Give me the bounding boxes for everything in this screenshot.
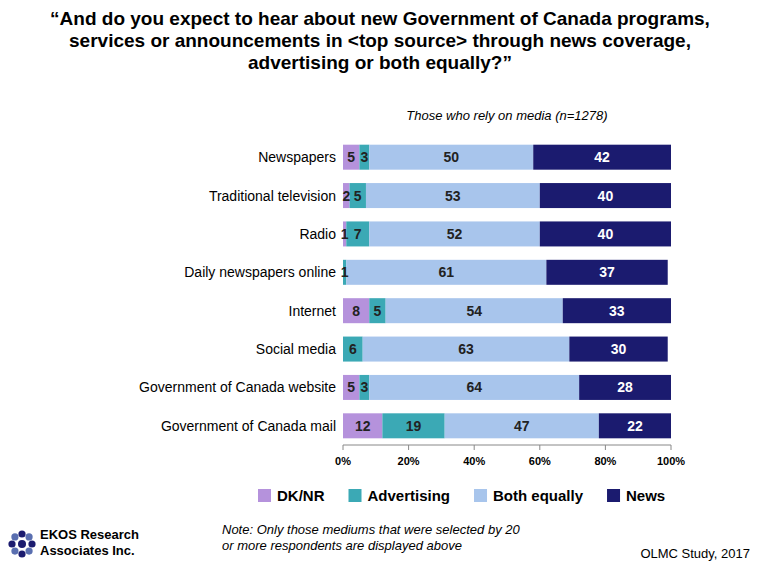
x-tick	[474, 445, 475, 450]
data-label: 5	[374, 303, 382, 319]
source: EKOS Research Associates Inc.	[40, 527, 150, 559]
footer: OLMC Study, 2017	[640, 546, 750, 561]
bar-segment	[563, 298, 671, 323]
bars	[343, 145, 671, 439]
x-tick	[343, 445, 344, 450]
data-label: 28	[617, 379, 633, 395]
x-tick	[408, 445, 409, 450]
bar-segment	[343, 375, 359, 400]
bar-segment	[343, 337, 363, 362]
data-label: 1	[341, 264, 349, 280]
bar-segment	[346, 260, 546, 285]
bar-segment	[350, 183, 366, 208]
note: Note: Only those mediums that were selec…	[222, 522, 532, 554]
bar-segment	[369, 375, 579, 400]
data-label: 54	[466, 303, 482, 319]
x-tick	[539, 445, 540, 450]
x-tick-label: 40%	[463, 455, 485, 467]
legend-label: DK/NR	[277, 487, 325, 504]
legend-swatch	[349, 489, 362, 502]
subtitle: Those who rely on media (n=1278)	[406, 108, 607, 123]
category-label: Newspapers	[258, 149, 336, 165]
legend-label: Both equally	[493, 487, 584, 504]
data-label: 1	[341, 226, 349, 242]
bar-segment	[366, 183, 540, 208]
category-label: Daily newspapers online	[184, 264, 336, 280]
bar-segment	[359, 145, 369, 170]
bar-segment	[579, 375, 671, 400]
data-label: 5	[347, 149, 355, 165]
data-label: 8	[352, 303, 360, 319]
data-label: 30	[611, 341, 627, 357]
chart-title: “And do you expect to hear about new Gov…	[20, 8, 740, 74]
data-label: 2	[342, 188, 350, 204]
data-label: 19	[406, 418, 422, 434]
bar-segment	[369, 298, 385, 323]
bar-segment	[343, 298, 369, 323]
logo	[8, 530, 35, 557]
data-labels: 5350422553401752401613785543366330536428…	[341, 149, 643, 434]
data-label: 63	[458, 341, 474, 357]
bar-segment	[359, 375, 369, 400]
bar-segment	[599, 413, 671, 438]
legend-swatch	[607, 489, 620, 502]
bar-segment	[343, 145, 359, 170]
data-label: 6	[349, 341, 357, 357]
legend: DK/NR Advertising Both equally News	[258, 487, 665, 504]
bar-segment	[546, 260, 667, 285]
x-tick-label: 0%	[335, 455, 351, 467]
bar-segment	[386, 298, 563, 323]
legend-swatch	[258, 489, 271, 502]
data-label: 5	[347, 379, 355, 395]
bar-segment	[445, 413, 599, 438]
data-label: 12	[355, 418, 371, 434]
data-label: 47	[514, 418, 530, 434]
data-label: 42	[594, 149, 610, 165]
legend-label: News	[626, 487, 665, 504]
category-label: Government of Canada mail	[161, 418, 336, 434]
x-tick	[605, 445, 606, 450]
x-tick-label: 80%	[594, 455, 616, 467]
bar-segment	[363, 337, 570, 362]
bar-segment	[569, 337, 667, 362]
bar-segment	[540, 183, 671, 208]
bar-segment	[382, 413, 444, 438]
bar-segment	[343, 183, 350, 208]
data-label: 3	[360, 379, 368, 395]
category-label: Radio	[299, 226, 336, 242]
legend-swatch	[474, 489, 487, 502]
bar-segment	[346, 221, 369, 246]
category-label: Social media	[256, 341, 336, 357]
data-label: 40	[598, 226, 614, 242]
x-tick-label: 20%	[398, 455, 420, 467]
data-label: 37	[599, 264, 615, 280]
data-label: 5	[354, 188, 362, 204]
data-label: 3	[360, 149, 368, 165]
category-label: Traditional television	[209, 188, 336, 204]
data-label: 33	[609, 303, 625, 319]
bar-segment	[533, 145, 671, 170]
category-label: Internet	[289, 303, 337, 319]
category-label: Government of Canada website	[139, 379, 336, 395]
bar-segment	[540, 221, 671, 246]
data-label: 40	[598, 188, 614, 204]
data-label: 64	[466, 379, 482, 395]
data-label: 50	[443, 149, 459, 165]
x-axis	[343, 445, 671, 446]
x-tick	[671, 445, 672, 450]
bar-segment	[369, 221, 540, 246]
data-label: 52	[447, 226, 463, 242]
bar-segment	[343, 413, 382, 438]
data-label: 7	[354, 226, 362, 242]
x-tick-label: 100%	[657, 455, 685, 467]
chart: Those who rely on media (n=1278)53504225…	[0, 0, 760, 570]
data-label: 53	[445, 188, 461, 204]
bar-segment	[369, 145, 533, 170]
data-label: 61	[439, 264, 455, 280]
data-label: 22	[627, 418, 643, 434]
legend-label: Advertising	[368, 487, 451, 504]
x-tick-label: 60%	[529, 455, 551, 467]
